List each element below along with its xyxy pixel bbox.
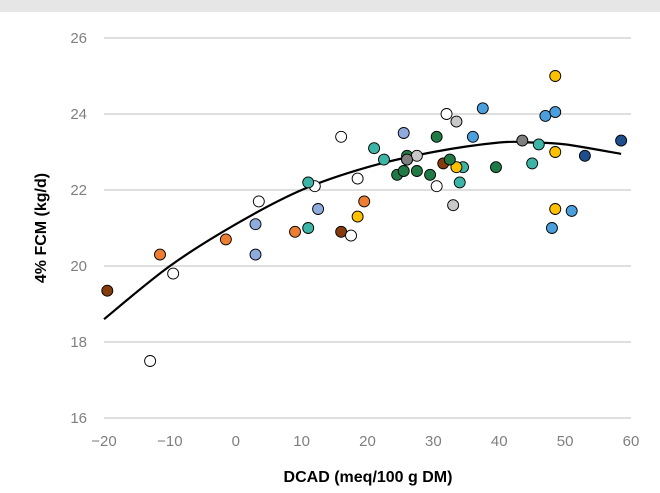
data-point	[430, 180, 443, 193]
data-point	[549, 146, 562, 158]
data-point	[450, 115, 463, 128]
data-point	[358, 195, 371, 208]
data-point	[516, 134, 529, 147]
data-point	[410, 149, 423, 162]
data-point	[424, 168, 437, 181]
data-point	[312, 203, 325, 215]
x-tick-label: 30	[425, 433, 442, 450]
x-tick-label: 20	[359, 433, 376, 450]
data-point	[401, 153, 413, 166]
data-point	[302, 176, 315, 189]
data-point	[397, 127, 410, 139]
data-point	[453, 176, 466, 189]
x-tick-label: −20	[91, 433, 116, 450]
data-point	[450, 161, 463, 174]
top-border	[0, 0, 660, 12]
data-point	[397, 165, 410, 177]
data-point	[549, 70, 562, 82]
fit-curve	[103, 140, 622, 321]
x-tick-label: 40	[491, 433, 508, 450]
data-point	[351, 172, 364, 185]
y-tick-label: 26	[70, 30, 87, 47]
x-tick-label: −10	[157, 433, 182, 450]
data-point	[549, 203, 562, 215]
data-points	[101, 70, 628, 367]
y-tick-label: 24	[70, 106, 87, 123]
data-point	[443, 153, 456, 166]
data-point	[345, 229, 357, 242]
data-point	[335, 130, 348, 143]
y-tick-label: 16	[70, 410, 87, 427]
data-point	[335, 225, 348, 238]
data-point	[101, 284, 114, 297]
x-tick-label: 0	[232, 433, 240, 450]
x-tick-label: 60	[623, 433, 640, 450]
x-axis-title: DCAD (meq/100 g DM)	[284, 469, 453, 486]
data-point	[615, 134, 628, 147]
data-point	[378, 153, 390, 166]
y-tick-labels: 16 18 20 22 24 26	[70, 30, 87, 427]
data-point	[252, 195, 265, 208]
data-point	[549, 106, 562, 119]
data-point	[526, 157, 539, 170]
y-axis-title: 4% FCM (kg/d)	[33, 173, 50, 283]
y-tick-label: 22	[70, 182, 87, 199]
x-tick-label: 10	[293, 433, 310, 450]
data-point	[144, 355, 157, 367]
data-point	[219, 233, 232, 246]
data-point	[532, 138, 545, 151]
data-point	[440, 108, 453, 120]
data-point	[539, 109, 552, 122]
y-tick-label: 20	[70, 258, 87, 275]
data-point	[447, 199, 460, 212]
data-point	[546, 222, 558, 234]
data-point	[302, 222, 315, 234]
data-point	[351, 210, 364, 223]
data-point	[167, 267, 180, 280]
data-point	[289, 225, 301, 238]
data-point	[565, 204, 578, 217]
data-point	[154, 248, 166, 261]
data-point	[249, 218, 262, 231]
y-tick-label: 18	[70, 334, 87, 351]
data-point	[476, 102, 489, 115]
x-tick-labels: −20 −10 0 10 20 30 40 50 60	[91, 433, 639, 450]
data-point	[249, 248, 262, 261]
data-point	[410, 165, 423, 177]
x-tick-label: 50	[557, 433, 574, 450]
data-point	[430, 130, 443, 143]
data-point	[578, 149, 591, 162]
data-point	[368, 142, 381, 155]
data-point	[466, 130, 479, 143]
data-point	[490, 161, 502, 174]
